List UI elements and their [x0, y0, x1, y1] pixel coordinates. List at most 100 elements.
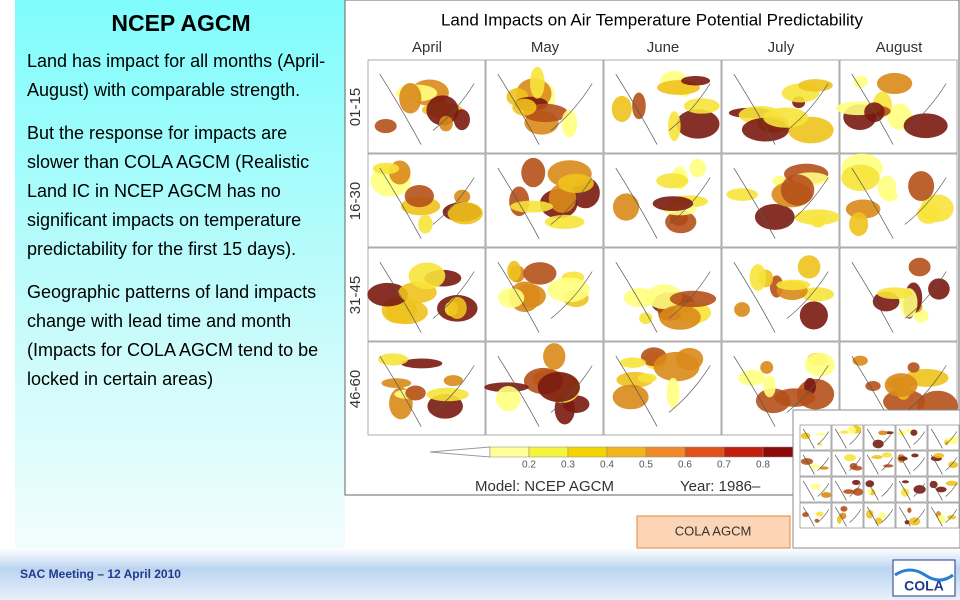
coastline [802, 454, 830, 475]
map-shade [763, 107, 809, 128]
map-shade [843, 489, 855, 494]
logo-wave [894, 568, 954, 582]
map-shade [537, 371, 580, 403]
map-shade [906, 428, 912, 433]
map-shade [865, 480, 875, 488]
map-cell [799, 450, 832, 477]
map-shade [763, 375, 776, 398]
coastline [733, 261, 829, 333]
map-shade [734, 302, 750, 317]
coastline [379, 167, 475, 239]
coastline [497, 167, 593, 239]
lead-label: 01-15 [347, 88, 364, 126]
map-shade [639, 312, 653, 325]
map-shade [928, 278, 950, 300]
map-shade [611, 95, 632, 122]
coastline [615, 355, 711, 427]
map-shade [901, 480, 909, 484]
coastline [379, 73, 475, 145]
map-shade [877, 175, 897, 200]
map-shade [878, 430, 888, 436]
paragraph: But the response for impacts are slower … [27, 123, 310, 259]
coastline [898, 480, 926, 501]
lead-label: 31-45 [347, 276, 364, 314]
text-panel: NCEP AGCM Land has impact for all months… [15, 0, 345, 548]
map-shade [656, 173, 689, 189]
map-shade [849, 212, 869, 237]
map-shade [797, 255, 821, 279]
map-shade [840, 505, 848, 512]
map-shade [399, 82, 422, 114]
map-shade [884, 373, 918, 398]
map-shade [847, 425, 856, 435]
coastline [497, 261, 593, 333]
map-shade [426, 387, 469, 402]
map-shade [867, 488, 872, 494]
map-shade [910, 429, 918, 436]
map-shade [852, 488, 864, 496]
map-shade [876, 72, 913, 95]
colorbar-label: 0.2 [522, 460, 536, 471]
coastline [851, 261, 947, 333]
coastline [898, 506, 926, 527]
colorbar-label: 0.8 [756, 460, 770, 471]
coastline [615, 167, 711, 239]
map-shade [798, 79, 833, 92]
map-shade [689, 158, 707, 178]
map-shade [872, 439, 884, 449]
coastline [866, 454, 894, 475]
map-shade [374, 118, 397, 134]
month-label: August [876, 39, 924, 56]
colorbar-swatch [606, 446, 647, 458]
colorbar-swatch [684, 446, 725, 458]
coastline [733, 167, 829, 239]
coastline [866, 506, 894, 527]
map-shade [612, 384, 649, 410]
coastline [802, 480, 830, 501]
callout-box [636, 515, 791, 549]
month-label: June [647, 39, 680, 56]
map-shade [819, 466, 829, 470]
map-shade [844, 454, 856, 462]
map-shade [378, 353, 409, 366]
map-shade [510, 200, 554, 213]
map-shade [933, 452, 945, 459]
coastline [733, 73, 829, 145]
colorbar-label: 0.6 [678, 460, 692, 471]
map-shade [669, 290, 717, 308]
footer-text: SAC Meeting – 12 April 2010 [20, 567, 181, 581]
map-shade [877, 287, 913, 300]
map-cell [831, 502, 864, 529]
map-shade [632, 92, 646, 120]
map-shade [447, 296, 467, 320]
month-label: July [768, 39, 795, 56]
coastline [866, 428, 894, 449]
coastline [930, 506, 958, 527]
map-shade [815, 511, 824, 517]
map-shade [908, 257, 931, 277]
coastline [898, 428, 926, 449]
coastline [497, 73, 593, 145]
colorbar-swatch [528, 446, 569, 458]
coastline [834, 506, 862, 527]
map-shade [418, 214, 433, 234]
map-shade [947, 514, 957, 520]
lead-label: 46-60 [347, 370, 364, 408]
map-shade [543, 343, 566, 370]
map-shade [408, 262, 446, 290]
map-shade [913, 485, 926, 494]
colorbar-swatch [645, 446, 686, 458]
map-shade [871, 455, 883, 460]
colorbar-swatch [723, 446, 764, 458]
map-shade [372, 162, 400, 175]
map-shade [944, 439, 949, 446]
map-shade [810, 483, 821, 490]
map-shade [836, 515, 842, 524]
map-shade [903, 113, 948, 139]
map-shade [653, 351, 700, 382]
map-shade [666, 377, 680, 409]
map-shade [865, 381, 881, 391]
map-shade [754, 204, 795, 230]
map-shade [676, 109, 720, 139]
map-shade [738, 370, 766, 386]
